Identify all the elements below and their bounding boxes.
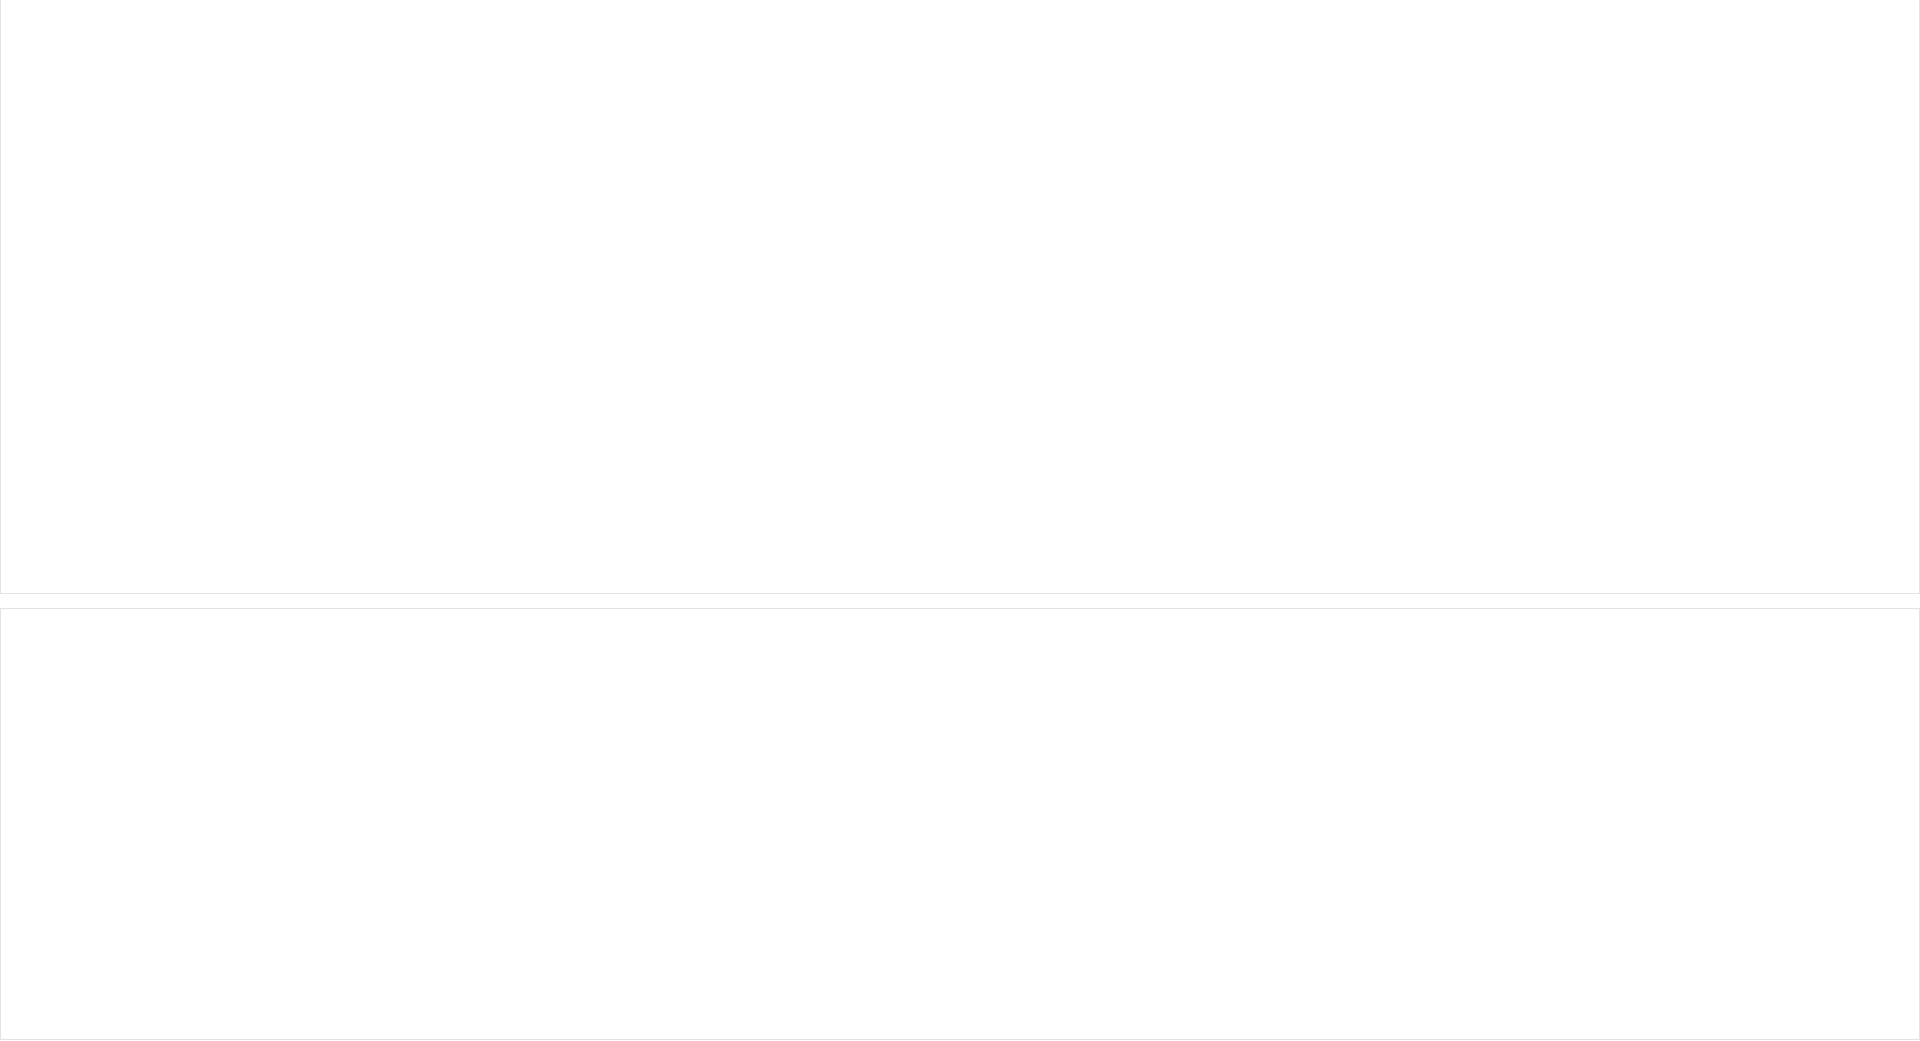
percentage-chart-panel <box>0 608 1920 1040</box>
top-x-axis-labels <box>171 456 1911 606</box>
number-chart-panel <box>0 0 1920 594</box>
bottom-plot-area <box>171 631 1911 1041</box>
top-plot-area <box>171 32 1911 442</box>
bottom-area-chart-svg <box>171 631 1911 1041</box>
chart-legend <box>1 0 1920 26</box>
top-area-chart-svg <box>171 32 1911 442</box>
